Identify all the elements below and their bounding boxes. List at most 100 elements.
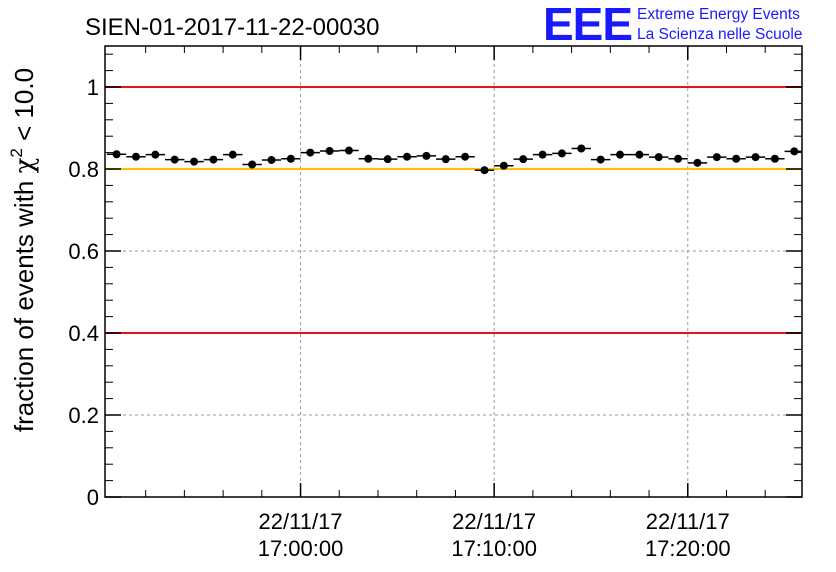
data-point-marker — [383, 155, 392, 164]
chart-title: SIEN-01-2017-11-22-00030 — [85, 14, 379, 41]
data-point — [126, 152, 146, 161]
data-point-marker — [693, 158, 702, 167]
data-point — [455, 152, 475, 161]
data-point-marker — [325, 146, 334, 155]
data-point-marker — [190, 157, 199, 166]
data-point-marker — [654, 153, 663, 162]
data-point-marker — [635, 150, 644, 159]
data-point-marker — [577, 144, 586, 153]
data-point-marker — [228, 150, 237, 159]
data-point-marker — [306, 148, 315, 157]
data-point-marker — [422, 151, 431, 160]
plot-frame — [104, 45, 803, 498]
data-point-marker — [248, 160, 257, 169]
y-tick-label: 0 — [87, 485, 99, 510]
data-point — [281, 154, 301, 163]
data-points — [106, 144, 802, 175]
data-point — [765, 154, 785, 163]
data-point — [145, 150, 166, 159]
x-tick-time-label: 17:00:00 — [258, 536, 344, 561]
data-point-marker — [674, 154, 683, 163]
data-point — [745, 153, 766, 162]
data-point — [707, 153, 727, 162]
data-point-marker — [441, 155, 450, 164]
y-axis-label-sup: 2 — [7, 148, 26, 157]
data-point — [687, 158, 708, 167]
data-point — [436, 155, 456, 164]
data-point-marker — [732, 154, 741, 163]
data-point — [319, 146, 340, 155]
axes: 00.20.40.60.8122/11/1717:00:0022/11/1717… — [68, 46, 802, 561]
data-point — [494, 161, 514, 170]
grid — [105, 46, 802, 497]
data-point — [106, 150, 127, 159]
data-point-marker — [344, 146, 353, 155]
data-point — [668, 154, 688, 163]
x-tick-date-label: 22/11/17 — [259, 509, 343, 534]
data-point — [377, 155, 398, 164]
y-axis-label-tail: < 10.0 — [9, 68, 39, 148]
data-point-marker — [557, 149, 566, 158]
data-point-marker — [131, 152, 140, 161]
y-axis-label-chi: χ — [10, 157, 40, 173]
data-point — [165, 155, 185, 164]
data-point — [184, 157, 204, 166]
data-point-marker — [499, 161, 508, 170]
data-point-marker — [519, 155, 528, 164]
data-point-marker — [770, 154, 779, 163]
y-tick-label: 0.8 — [68, 157, 99, 182]
data-point-marker — [267, 155, 276, 164]
data-point — [571, 144, 591, 153]
data-point-marker — [286, 154, 295, 163]
x-tick-time-label: 17:20:00 — [645, 536, 731, 561]
data-point-marker — [461, 152, 470, 161]
y-tick-label: 0.4 — [68, 321, 99, 346]
data-point — [223, 150, 243, 159]
data-point-marker — [790, 147, 799, 156]
data-point — [474, 166, 495, 175]
data-point-marker — [170, 155, 179, 164]
data-point-marker — [712, 153, 721, 162]
data-point — [552, 149, 572, 158]
data-point-marker — [209, 155, 218, 164]
y-tick-label: 0.6 — [68, 239, 99, 264]
data-point-marker — [616, 150, 625, 159]
data-point — [513, 155, 533, 164]
x-tick-time-label: 17:10:00 — [451, 536, 537, 561]
data-point-marker — [751, 153, 760, 162]
data-point-marker — [151, 150, 160, 159]
data-point — [203, 155, 224, 164]
logo-line-2: La Scienza nelle Scuole — [637, 26, 802, 43]
data-point-marker — [480, 166, 489, 175]
y-axis-label-main: fraction of events with — [9, 173, 39, 432]
data-point-marker — [112, 150, 121, 159]
data-point — [358, 154, 378, 163]
logo-line-1: Extreme Energy Events — [637, 6, 800, 23]
data-point — [416, 151, 437, 160]
data-point — [261, 155, 282, 164]
x-tick-date-label: 22/11/17 — [452, 509, 536, 534]
data-point-marker — [596, 155, 605, 164]
data-point — [726, 154, 746, 163]
y-tick-label: 0.2 — [68, 403, 99, 428]
eee-logo: EEE Extreme Energy Events La Scienza nel… — [543, 0, 802, 50]
data-point — [339, 146, 359, 155]
data-point — [300, 148, 320, 157]
data-point — [784, 147, 802, 156]
data-point-marker — [364, 154, 373, 163]
data-point — [649, 153, 669, 162]
reference-lines — [105, 86, 802, 334]
data-point — [610, 150, 630, 159]
data-point — [590, 155, 611, 164]
data-point — [629, 150, 650, 159]
x-tick-date-label: 22/11/17 — [646, 509, 730, 534]
data-point — [532, 150, 553, 159]
data-point-marker — [538, 150, 547, 159]
data-point — [397, 152, 417, 161]
eee-logo-mark: EEE — [543, 0, 632, 50]
data-point-marker — [403, 152, 412, 161]
y-tick-label: 1 — [87, 75, 99, 100]
data-point — [242, 160, 262, 169]
y-axis-label: fraction of events with χ2 < 10.0 — [7, 68, 40, 432]
